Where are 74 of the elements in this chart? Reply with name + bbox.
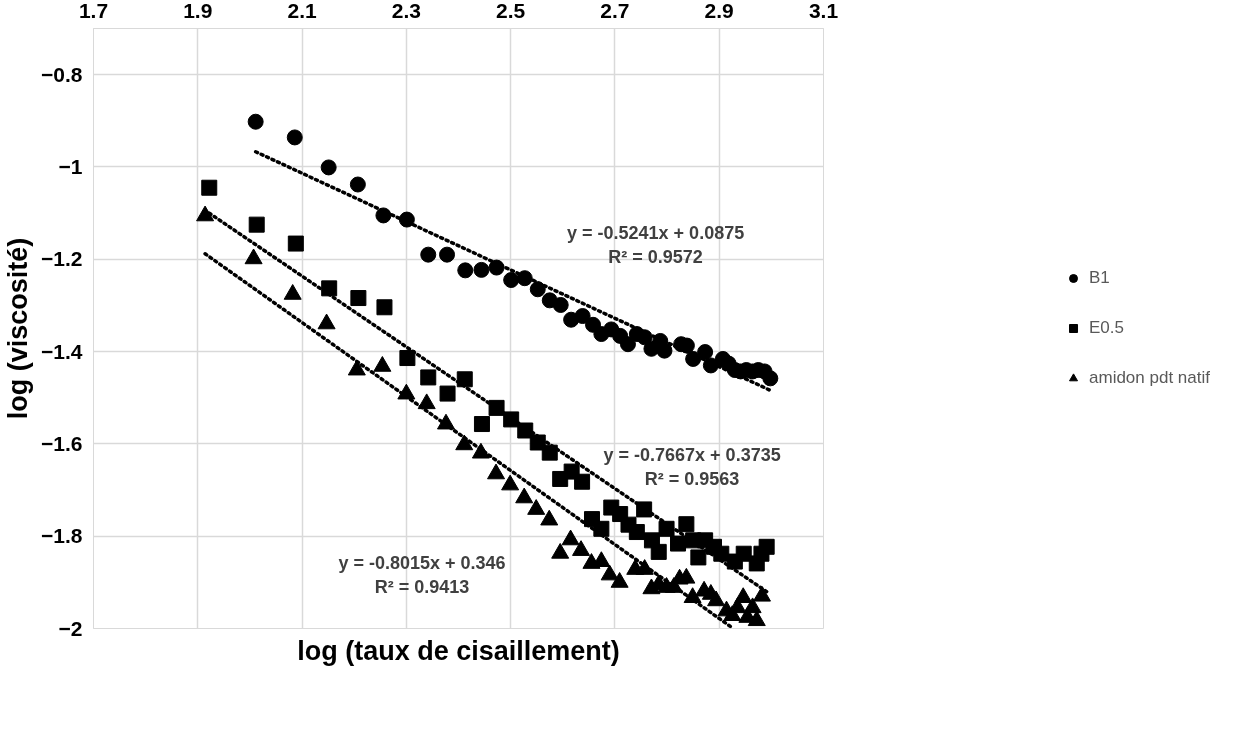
point <box>762 370 779 387</box>
y-tick-label: −2 <box>58 616 83 640</box>
legend-label: B1 <box>1089 268 1110 288</box>
y-tick-label: −1 <box>58 154 83 178</box>
point <box>574 473 591 490</box>
point <box>551 542 570 559</box>
point <box>552 296 569 313</box>
annotation: y = -0.8015x + 0.346 R² = 0.9413 <box>338 552 506 597</box>
point <box>350 290 367 307</box>
y-tick-label: −1.6 <box>41 431 83 455</box>
point <box>628 524 645 541</box>
x-tick-label: 1.9 <box>183 0 213 22</box>
annotation: y = -0.5241x + 0.0875 R² = 0.9572 <box>567 222 745 267</box>
x-tick-label: 2.3 <box>391 0 421 22</box>
x-axis-title: log (taux de cisaillement) <box>297 635 620 666</box>
point <box>743 597 762 614</box>
annotation: y = -0.7667x + 0.3735 R² = 0.9563 <box>603 444 781 489</box>
point <box>541 444 558 461</box>
point <box>600 564 619 581</box>
x-tick-label: 2.7 <box>600 0 630 22</box>
point <box>439 385 456 402</box>
point <box>457 262 474 279</box>
point <box>439 246 456 263</box>
y-axis-title: log (viscosité) <box>3 237 34 420</box>
point <box>373 356 392 372</box>
point <box>420 246 437 263</box>
point <box>501 474 520 491</box>
point <box>487 463 506 480</box>
y-tick-label: −0.8 <box>41 62 83 86</box>
point <box>656 342 673 359</box>
point <box>574 308 591 325</box>
legend-label: E0.5 <box>1089 318 1124 338</box>
point <box>540 509 559 526</box>
point <box>473 261 490 278</box>
point <box>690 549 707 566</box>
point <box>349 176 366 193</box>
x-tick-label: 1.7 <box>78 0 109 22</box>
point <box>747 610 766 627</box>
point <box>201 179 218 196</box>
point <box>376 299 393 316</box>
point <box>678 516 695 533</box>
point <box>619 336 636 353</box>
point <box>697 344 714 361</box>
point <box>417 393 436 410</box>
point <box>572 540 591 556</box>
point <box>473 416 490 433</box>
point <box>758 538 775 555</box>
point <box>286 129 303 146</box>
x-tick-label: 2.5 <box>496 0 526 22</box>
legend-label: amidon pdt natif <box>1089 368 1210 388</box>
x-tick-label: 2.1 <box>287 0 317 22</box>
point <box>247 113 264 130</box>
point <box>527 499 546 515</box>
y-tick-label: −1.4 <box>41 339 83 363</box>
x-tick-label: 3.1 <box>808 0 839 22</box>
x-tick-label: 2.9 <box>704 0 734 22</box>
point <box>734 587 753 603</box>
y-tick-label: −1.2 <box>41 247 83 271</box>
point <box>561 529 580 546</box>
point <box>248 216 265 233</box>
point <box>287 235 304 252</box>
point <box>320 159 337 176</box>
point <box>670 535 687 552</box>
point <box>707 590 726 607</box>
point <box>735 545 752 562</box>
point <box>503 272 520 289</box>
point <box>399 350 416 367</box>
point <box>752 585 771 602</box>
point <box>515 487 534 504</box>
point <box>610 572 629 588</box>
point <box>650 543 667 560</box>
y-tick-label: −1.8 <box>41 524 83 548</box>
point <box>593 520 610 537</box>
point <box>420 369 437 386</box>
